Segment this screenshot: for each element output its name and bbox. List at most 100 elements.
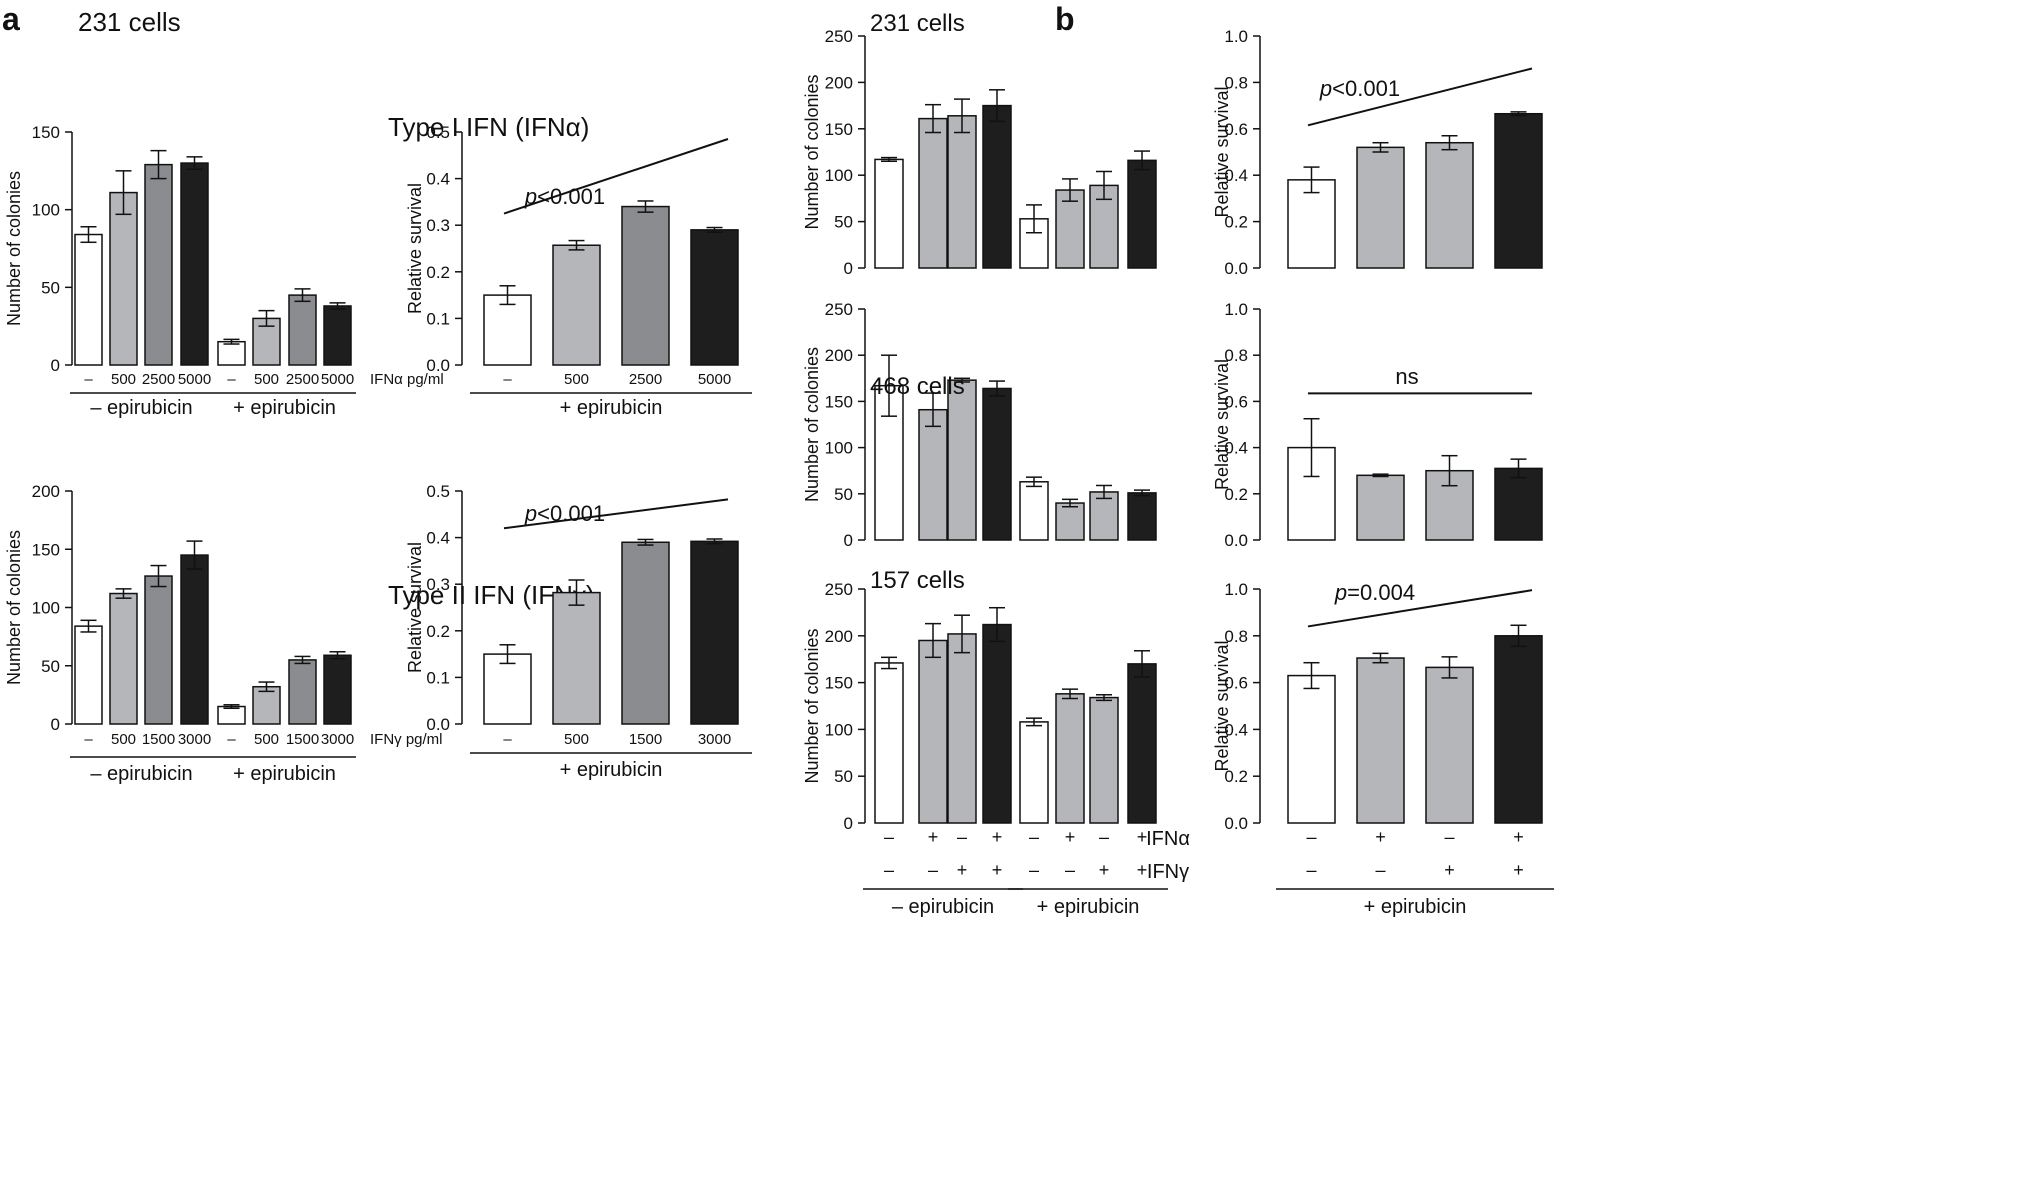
y-axis-label: Relative survival (405, 542, 425, 673)
p-value-text: =0.004 (1347, 580, 1415, 605)
row-label-ifna: IFNα (1146, 828, 1190, 850)
y-tick-label: 0.0 (1224, 814, 1248, 833)
y-tick-label: 0.3 (426, 216, 450, 235)
bar (1356, 146, 1405, 269)
y-tick-label: 150 (825, 674, 853, 693)
bar (1356, 474, 1405, 541)
panel-a-letter: a (2, 1, 20, 37)
bar (109, 592, 138, 725)
p-value-label: p<0.001 (524, 184, 605, 209)
bar (621, 541, 670, 725)
significance-line (503, 138, 729, 215)
bar (552, 591, 601, 725)
bar (947, 633, 977, 824)
y-tick-label: 0 (844, 259, 853, 278)
y-tick-label: 0 (844, 531, 853, 550)
bar (621, 205, 670, 366)
x-tick-label: 5000 (698, 371, 731, 388)
y-tick-label: 100 (825, 166, 853, 185)
y-tick-label: 50 (41, 657, 60, 676)
bar (982, 104, 1012, 269)
group-label: – epirubicin (90, 763, 192, 785)
y-tick-label: 0.4 (1224, 720, 1248, 739)
x-tick-label: – (227, 371, 236, 388)
treatment-sign: – (884, 827, 894, 847)
bar (1356, 657, 1405, 824)
y-tick-label: 50 (834, 485, 853, 504)
panel-b-letter: b (1055, 1, 1075, 37)
x-tick-label: 1500 (142, 731, 175, 748)
x-tick-label: 2500 (629, 371, 662, 388)
y-tick-label: 0.2 (1224, 485, 1248, 504)
y-tick-label: 100 (32, 201, 60, 220)
x-tick-label: 3000 (698, 731, 731, 748)
p-value-text: ns (1395, 364, 1418, 389)
y-tick-label: 0.8 (1224, 346, 1248, 365)
x-tick-label: – (84, 731, 93, 748)
bar (982, 387, 1012, 541)
y-tick-label: 0.0 (1224, 531, 1248, 550)
x-tick-label: 500 (111, 371, 136, 388)
treatment-sign: + (992, 827, 1003, 847)
bar (918, 639, 948, 824)
y-tick-label: 100 (825, 439, 853, 458)
x-tick-label: 1500 (286, 731, 319, 748)
treatment-sign: – (928, 860, 938, 880)
bar (1127, 159, 1157, 269)
bar (1127, 663, 1157, 824)
y-tick-label: 0.4 (1224, 166, 1248, 185)
dose-unit-label: IFNα pg/ml (370, 371, 444, 388)
bar (690, 229, 739, 366)
x-tick-label: 1500 (629, 731, 662, 748)
y-tick-label: 50 (41, 278, 60, 297)
chart-b-231-colonies: 0 50 100 150 200 250 Number of colonies 231 cel… (802, 10, 1157, 278)
y-tick-label: 100 (32, 599, 60, 618)
y-tick-label: 0.2 (426, 263, 450, 282)
type1-ifn-title: Type I IFN (IFNα) (388, 112, 589, 142)
y-tick-label: 1.0 (1224, 27, 1248, 46)
bar (217, 705, 246, 725)
y-axis-label: Number of colonies (802, 347, 822, 502)
x-tick-label: – (503, 371, 512, 388)
y-axis-label: Relative survival (1212, 359, 1232, 490)
x-tick-label: – (84, 371, 93, 388)
treatment-sign: + (1375, 827, 1386, 847)
chart-b-157-survival: 0.0 0.2 0.4 0.6 0.8 1.0 Relative survival – + – + –… (1146, 580, 1554, 918)
dose-unit-label: IFNγ pg/ml (370, 731, 443, 748)
bar (1494, 635, 1543, 824)
bar (1287, 674, 1336, 824)
p-symbol: p (524, 184, 537, 209)
y-tick-label: 0.6 (1224, 674, 1248, 693)
cell-line-label: 231 cells (870, 10, 965, 37)
x-tick-label: – (227, 731, 236, 748)
chart-b-231-survival: 0.0 0.2 0.4 0.6 0.8 1.0 Relative survival p<0.0… (1212, 27, 1543, 278)
bar (1055, 502, 1085, 541)
y-tick-label: 250 (825, 580, 853, 599)
bar (1055, 693, 1085, 824)
bar (918, 117, 948, 269)
group-label: + epirubicin (560, 759, 663, 781)
bar (323, 654, 352, 725)
y-tick-label: 200 (825, 73, 853, 92)
group-label: – epirubicin (892, 896, 994, 918)
treatment-sign: – (957, 827, 967, 847)
y-tick-label: 0.1 (426, 668, 450, 687)
y-axis-label: Number of colonies (4, 171, 24, 326)
treatment-sign: + (1137, 860, 1148, 880)
bar (323, 305, 352, 366)
y-tick-label: 150 (825, 120, 853, 139)
bar (288, 294, 317, 366)
treatment-sign: – (1065, 860, 1075, 880)
treatment-sign: + (992, 860, 1003, 880)
significance-line (503, 498, 729, 530)
bar (918, 408, 948, 541)
x-tick-label: – (503, 731, 512, 748)
bar (1494, 467, 1543, 541)
bar (109, 191, 138, 366)
y-tick-label: 0.8 (1224, 627, 1248, 646)
bar (74, 233, 103, 366)
